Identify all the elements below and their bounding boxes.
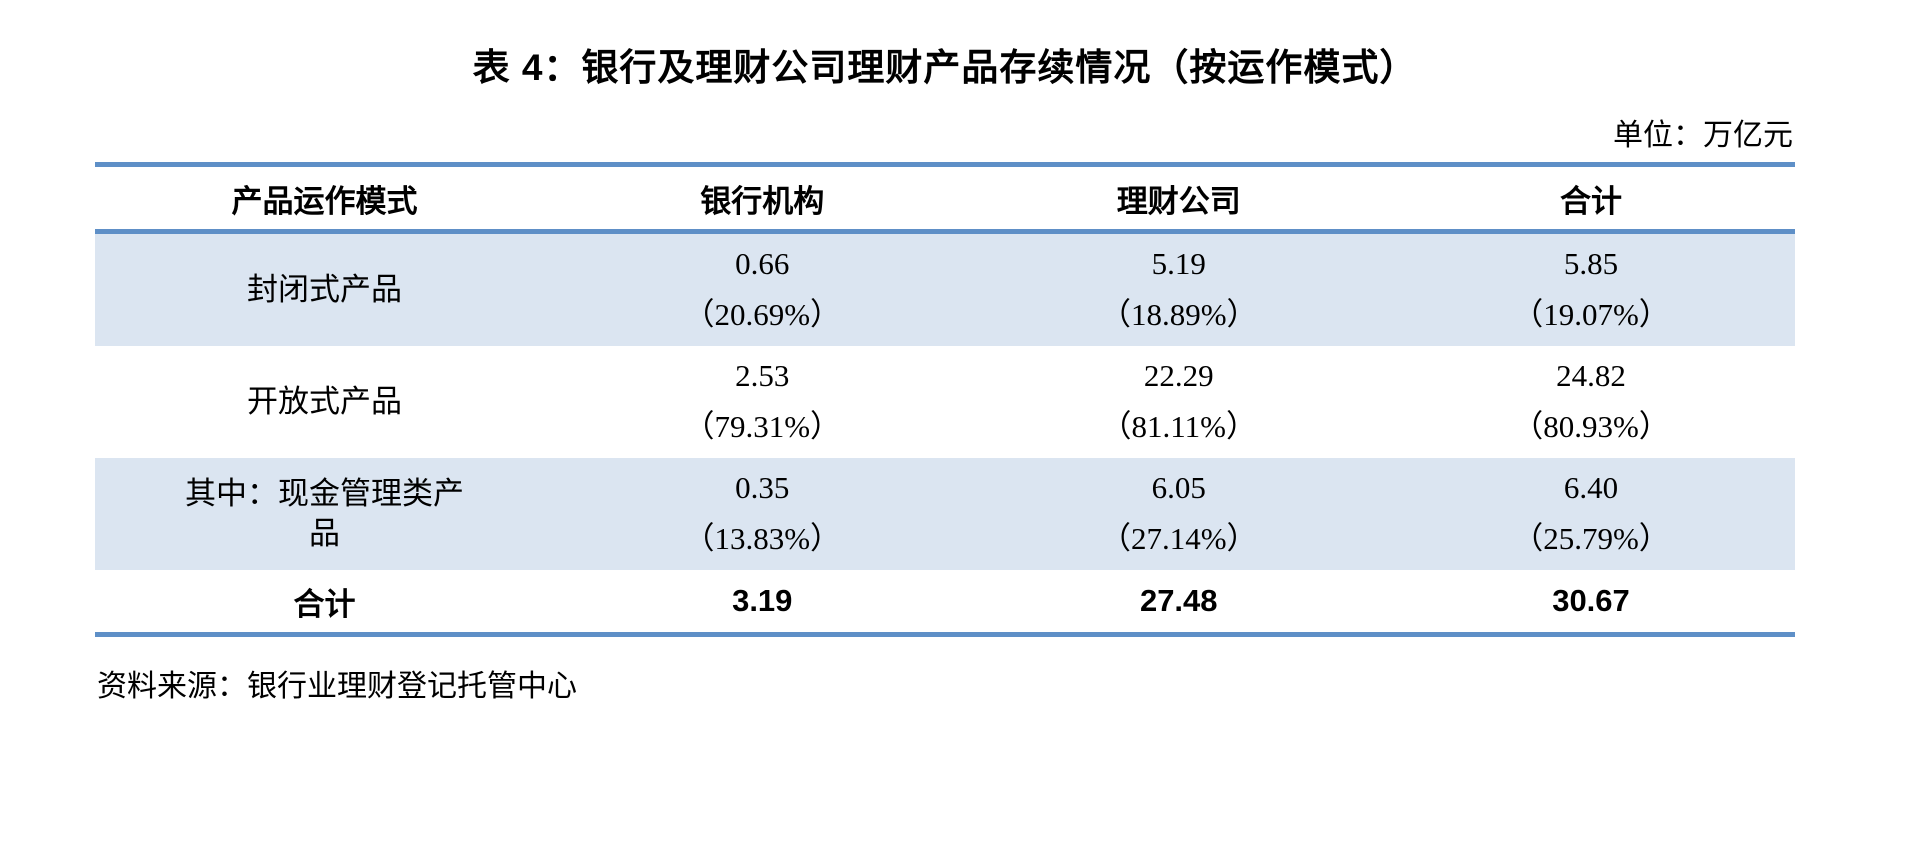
value-cell: 0.35 （13.83%）: [554, 458, 971, 570]
cell-percentage: （19.07%）: [1512, 297, 1670, 333]
total-value-cell: 30.67: [1387, 570, 1795, 635]
wealth-products-table: 产品运作模式 银行机构 理财公司 合计 封闭式产品 0.66 （20.69%）: [95, 162, 1795, 637]
row-label-cell: 其中：现金管理类产品: [95, 458, 554, 570]
column-header-total: 合计: [1387, 164, 1795, 234]
row-label: 开放式产品: [247, 384, 402, 419]
cell-percentage: （25.79%）: [1512, 521, 1670, 557]
column-header-bank-institutions: 银行机构: [554, 164, 971, 234]
table-body: 封闭式产品 0.66 （20.69%） 5.19 （18.89%）: [95, 231, 1795, 635]
cell-value: 5.85: [1563, 245, 1619, 281]
table-row-closed-end: 封闭式产品 0.66 （20.69%） 5.19 （18.89%）: [95, 231, 1795, 346]
cell-percentage: （18.89%）: [1099, 297, 1258, 333]
total-value-cell: 3.19: [554, 570, 971, 635]
cell-value: 2.53: [735, 357, 790, 393]
document-page: 表 4：银行及理财公司理财产品存续情况（按运作模式） 单位：万亿元 产品运作模式…: [95, 0, 1795, 705]
value-cell: 24.82 （80.93%）: [1387, 346, 1795, 458]
cell-value: 0.35: [735, 469, 790, 505]
cell-percentage: （27.14%）: [1099, 521, 1258, 557]
cell-value: 22.29: [1143, 357, 1214, 393]
total-value-cell: 27.48: [970, 570, 1387, 635]
header-row: 产品运作模式 银行机构 理财公司 合计: [95, 164, 1795, 234]
value-cell: 5.85 （19.07%）: [1387, 231, 1795, 346]
table-row-total: 合计 3.19 27.48 30.67: [95, 570, 1795, 635]
table-header: 产品运作模式 银行机构 理财公司 合计: [95, 164, 1795, 234]
row-label: 其中：现金管理类产品: [185, 476, 464, 551]
unit-label: 单位：万亿元: [1613, 119, 1793, 152]
value-cell: 6.40 （25.79%）: [1387, 458, 1795, 570]
row-label: 封闭式产品: [247, 272, 402, 307]
cell-value: 6.05: [1151, 469, 1206, 505]
value-cell: 5.19 （18.89%）: [970, 231, 1387, 346]
cell-percentage: （79.31%）: [683, 409, 842, 445]
value-cell: 0.66 （20.69%）: [554, 231, 971, 346]
cell-percentage: （80.93%）: [1512, 409, 1670, 445]
table-row-open-end: 开放式产品 2.53 （79.31%） 22.29 （81.11%）: [95, 346, 1795, 458]
total-label-cell: 合计: [95, 570, 554, 635]
column-header-wealth-companies: 理财公司: [970, 164, 1387, 234]
data-source-note: 资料来源：银行业理财登记托管中心: [97, 670, 577, 703]
table-title: 表 4：银行及理财公司理财产品存续情况（按运作模式）: [472, 47, 1418, 88]
cell-percentage: （81.11%）: [1100, 409, 1257, 445]
cell-percentage: （20.69%）: [683, 297, 842, 333]
cell-value: 24.82: [1556, 357, 1626, 393]
row-label-cell: 开放式产品: [95, 346, 554, 458]
row-label-cell: 封闭式产品: [95, 231, 554, 346]
cell-value: 5.19: [1151, 245, 1206, 281]
cell-value: 0.66: [735, 245, 790, 281]
value-cell: 2.53 （79.31%）: [554, 346, 971, 458]
table-row-cash-management: 其中：现金管理类产品 0.35 （13.83%） 6.05 （27.14%）: [95, 458, 1795, 570]
value-cell: 6.05 （27.14%）: [970, 458, 1387, 570]
value-cell: 22.29 （81.11%）: [971, 346, 1388, 458]
cell-value: 6.40: [1563, 469, 1619, 505]
cell-percentage: （13.83%）: [683, 521, 842, 557]
column-header-operation-mode: 产品运作模式: [95, 164, 554, 234]
